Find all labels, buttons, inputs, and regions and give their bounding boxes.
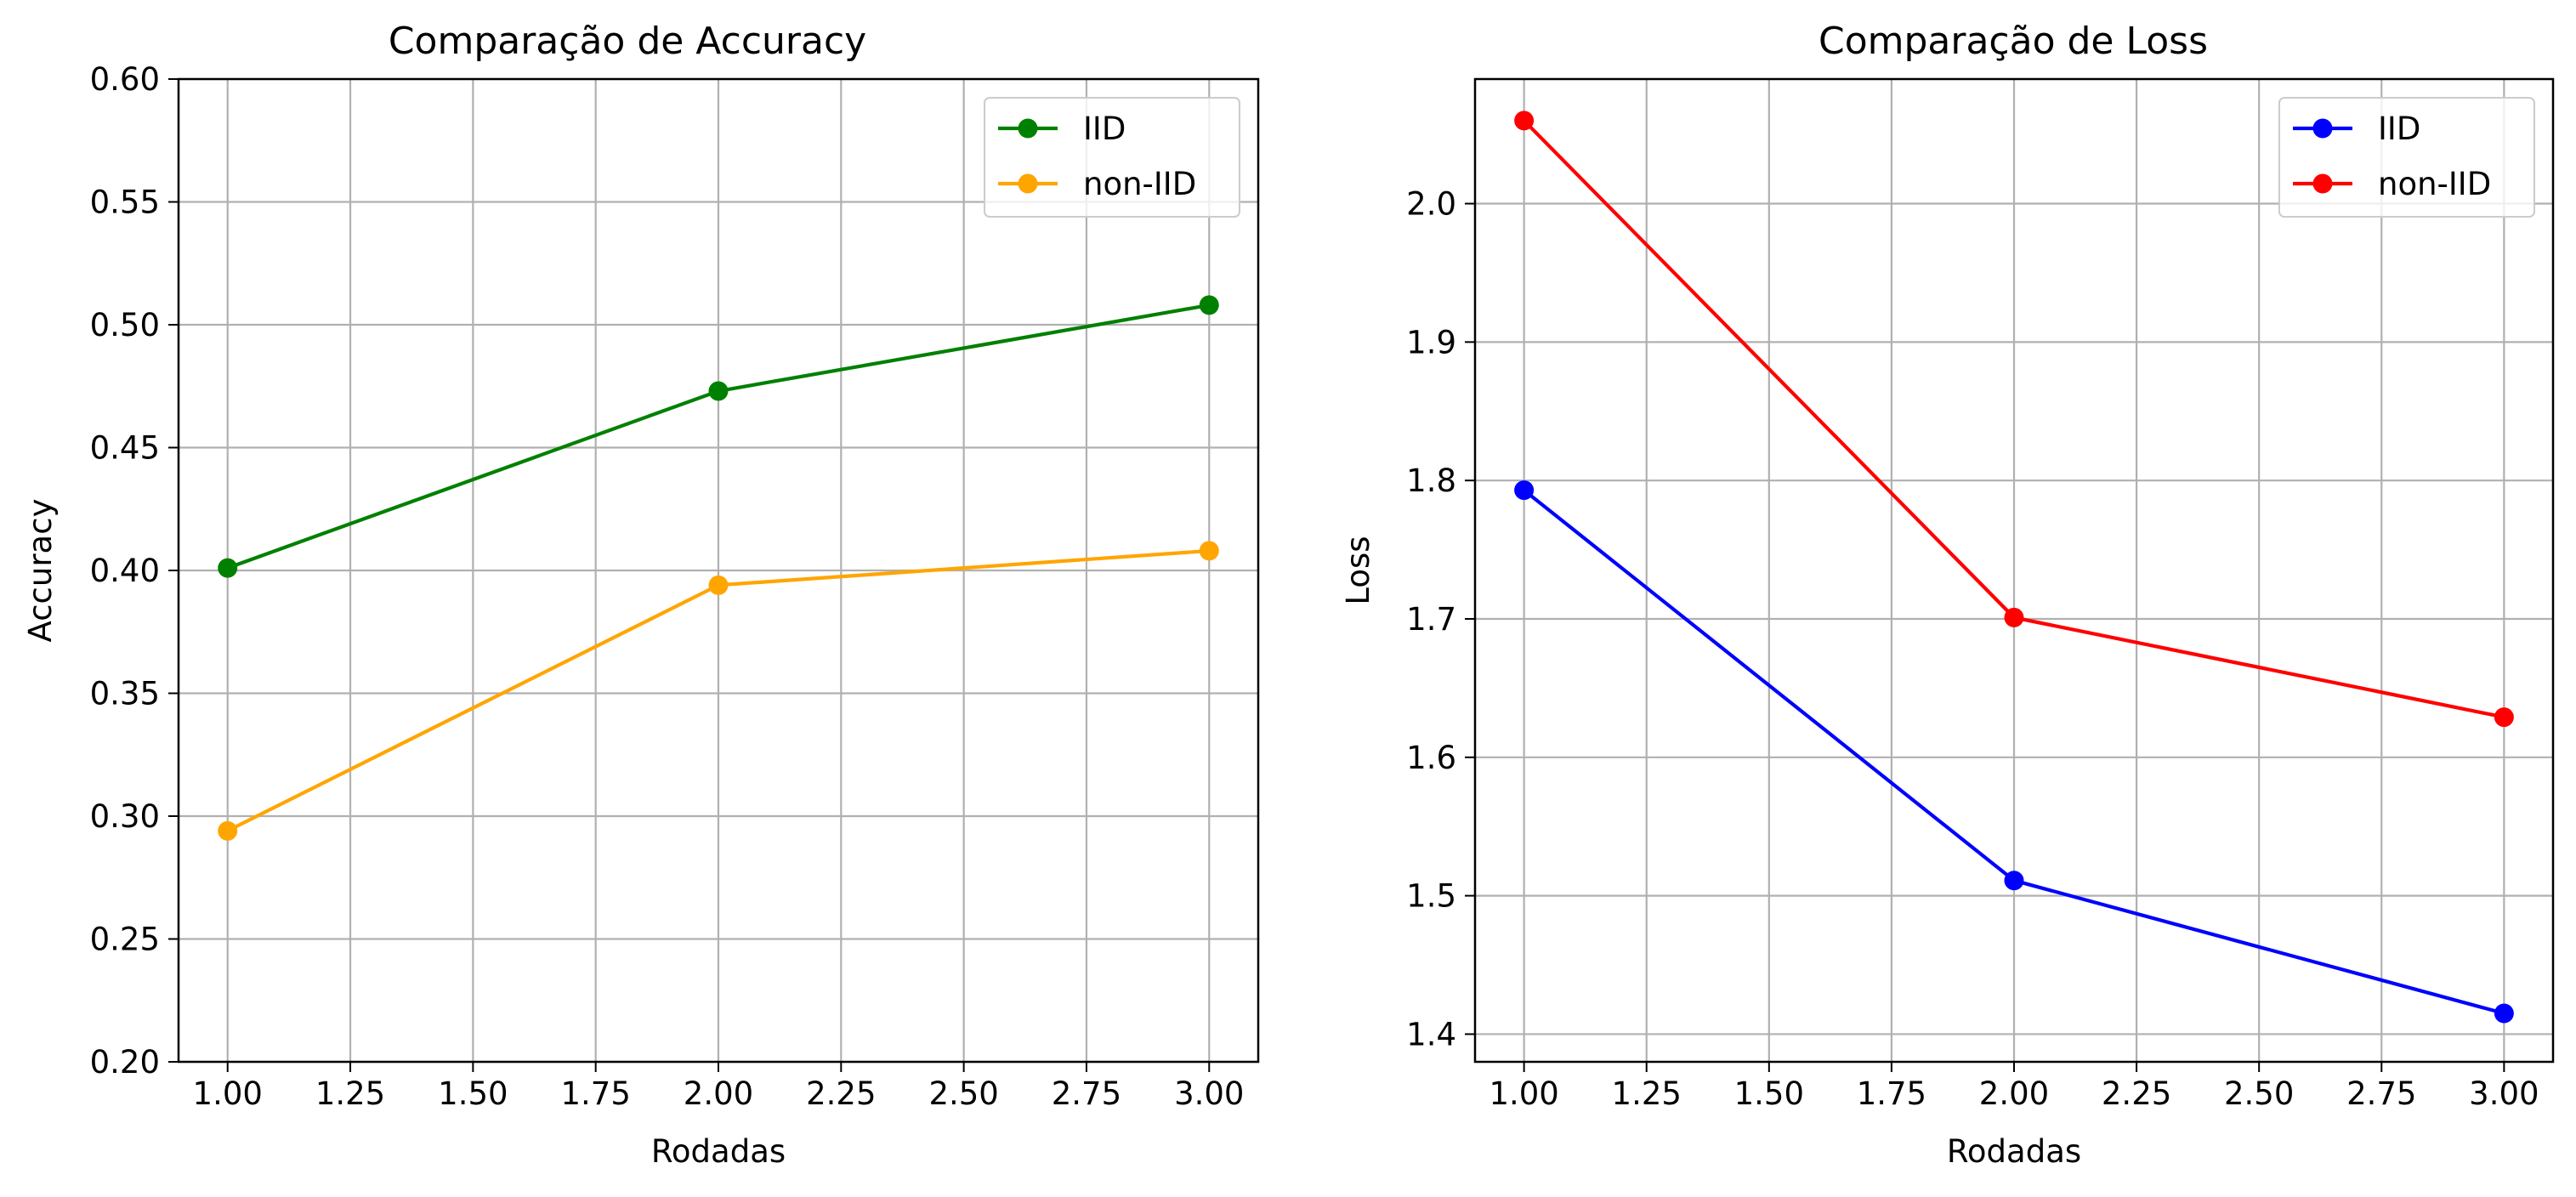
y-axis-label: Accuracy: [22, 499, 59, 643]
legend-marker-iid: [1018, 118, 1038, 139]
x-tick-label: 2.00: [1979, 1075, 2049, 1112]
axis-ticks: 1.00 1.25 1.50 1.75 2.00 2.25 2.50 2.75 3.00 0.20…: [90, 61, 1245, 1112]
y-tick-label: 1.9: [1406, 324, 1456, 360]
legend-label-non-iid: non-IID: [2378, 166, 2491, 202]
x-tick-label: 1.75: [560, 1075, 630, 1112]
legend-label-non-iid: non-IID: [1083, 166, 1196, 202]
y-tick-label: 0.50: [90, 307, 160, 343]
y-axis-label: Loss: [1340, 536, 1376, 604]
data-point-non-iid: [218, 820, 238, 841]
data-point-iid: [1199, 295, 1219, 315]
legend: IID non-IID: [2278, 97, 2535, 218]
x-tick-label: 1.00: [193, 1075, 263, 1112]
grid: [1475, 79, 2553, 1062]
loss-chart: Comparação de Loss 1.00 1.25 1.50 1.75 2.00 2…: [1340, 20, 2555, 1170]
x-tick-label: 1.25: [1612, 1075, 1682, 1112]
data-point-non-iid: [2004, 607, 2024, 627]
x-tick-label: 2.50: [2224, 1075, 2294, 1112]
legend-marker-non-iid: [2312, 173, 2333, 194]
chart-title: Comparação de Loss: [1819, 20, 2208, 63]
accuracy-chart: Comparação de Accuracy 1.00 1.25 1.50 1.75 2…: [22, 20, 1260, 1170]
y-tick-label: 1.5: [1406, 878, 1456, 915]
y-tick-label: 1.7: [1406, 601, 1456, 638]
y-tick-label: 2.0: [1406, 186, 1456, 223]
data-point-iid: [2004, 871, 2024, 891]
y-tick-label: 0.45: [90, 430, 160, 467]
x-tick-label: 1.50: [1734, 1075, 1804, 1112]
x-tick-label: 1.00: [1489, 1075, 1558, 1112]
legend-label-iid: IID: [1083, 111, 1126, 147]
x-tick-label: 1.25: [315, 1075, 385, 1112]
y-tick-label: 0.60: [90, 61, 160, 98]
axis-ticks: 1.00 1.25 1.50 1.75 2.00 2.25 2.50 2.75 3.00 1.4 1…: [1406, 186, 2539, 1112]
x-tick-label: 3.00: [2469, 1075, 2539, 1112]
y-tick-label: 0.30: [90, 798, 160, 835]
x-tick-label: 1.75: [1857, 1075, 1926, 1112]
y-tick-label: 0.55: [90, 184, 160, 221]
data-point-non-iid: [1514, 111, 1535, 131]
data-point-iid: [2494, 1003, 2514, 1024]
x-tick-label: 2.25: [2102, 1075, 2171, 1112]
y-tick-label: 0.40: [90, 553, 160, 589]
y-tick-label: 0.25: [90, 922, 160, 958]
x-tick-label: 2.50: [928, 1075, 998, 1112]
chart-title: Comparação de Accuracy: [389, 20, 866, 63]
x-tick-label: 2.25: [806, 1075, 876, 1112]
data-point-iid: [1514, 480, 1535, 501]
legend-marker-iid: [2312, 118, 2333, 139]
x-axis-label: Rodadas: [651, 1133, 786, 1170]
y-tick-label: 1.6: [1406, 740, 1456, 776]
x-tick-label: 3.00: [1174, 1075, 1244, 1112]
plot-area: [218, 295, 1219, 841]
y-tick-label: 1.4: [1406, 1016, 1456, 1052]
y-tick-label: 0.20: [90, 1044, 160, 1081]
x-tick-label: 2.75: [1052, 1075, 1121, 1112]
y-tick-label: 0.35: [90, 676, 160, 712]
data-point-non-iid: [708, 575, 729, 595]
data-point-iid: [708, 381, 729, 401]
y-tick-label: 1.8: [1406, 462, 1456, 499]
legend: IID non-IID: [984, 97, 1240, 218]
x-tick-label: 1.50: [438, 1075, 508, 1112]
plot-area: [1514, 111, 2514, 1024]
legend-marker-non-iid: [1018, 173, 1038, 194]
x-tick-label: 2.75: [2346, 1075, 2416, 1112]
data-point-iid: [218, 558, 238, 578]
legend-label-iid: IID: [2378, 111, 2420, 147]
grid: [179, 77, 1258, 1064]
data-point-non-iid: [1199, 541, 1219, 561]
x-tick-label: 2.00: [684, 1075, 753, 1112]
x-axis-label: Rodadas: [1947, 1133, 2081, 1170]
data-point-non-iid: [2494, 707, 2514, 728]
